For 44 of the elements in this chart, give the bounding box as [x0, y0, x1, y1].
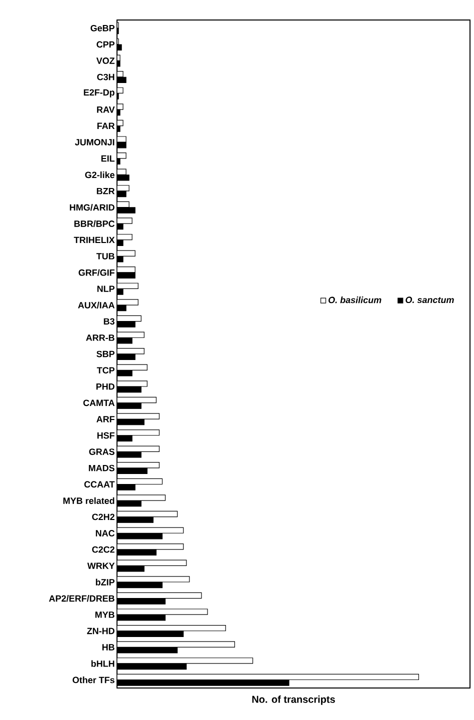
y-tick-label: AP2/ERF/DREB [49, 595, 114, 602]
y-tick-label: BBR/BPC [74, 220, 115, 228]
y-tick-label: C3H [97, 74, 114, 80]
y-tick-label: MYB related [63, 497, 114, 504]
legend-label: O. sanctum [406, 296, 454, 304]
y-tick-label: TCP [96, 367, 114, 374]
y-tick-label: ARR-B [86, 334, 114, 341]
y-tick-label: HSF [97, 432, 114, 439]
y-tick-label: SBP [96, 350, 114, 358]
y-tick-label: NLP [97, 286, 114, 292]
y-tick-label: MADS [88, 464, 114, 472]
y-tick-label: FAR [97, 122, 115, 130]
y-tick-label: bZIP [96, 578, 114, 586]
y-tick-label: Other TFs [72, 676, 114, 684]
y-tick-label: NAC [96, 530, 115, 536]
y-tick-label: B3 [104, 318, 114, 325]
y-tick-label: RAV [97, 106, 115, 113]
y-tick-label: TRIHELIX [74, 236, 115, 244]
y-tick-label: GRAS [89, 448, 114, 455]
y-tick-label: EIL [101, 155, 115, 162]
y-tick-label: BZR [96, 188, 115, 194]
y-tick-label: PHD [96, 383, 114, 390]
y-tick-label: TUB [96, 253, 114, 260]
x-axis-title: No. of transcripts [252, 696, 335, 705]
y-tick-label: AUX/IAA [78, 302, 115, 308]
y-tick-label: C2C2 [92, 546, 114, 553]
y-tick-label: WRKY [87, 562, 115, 569]
y-tick-label: GeBP [90, 24, 114, 32]
y-tick-label: G2-like [85, 171, 114, 178]
y-tick-label: CCAAT [84, 481, 115, 488]
y-tick-label: bHLH [91, 660, 114, 667]
y-tick-label: CAMTA [83, 400, 115, 406]
y-tick-label: C2H2 [92, 514, 114, 520]
y-tick-label: ZN-HD [87, 628, 114, 634]
y-tick-label: ARF [96, 416, 114, 422]
y-tick-label: GRF/GIF [78, 269, 114, 276]
legend-label: O. basilicum [328, 296, 382, 304]
y-tick-label: HMG/ARID [70, 204, 114, 211]
y-tick-label: MYB [95, 612, 114, 618]
y-tick-label: JUMONJI [74, 139, 114, 146]
y-tick-label: CPP [96, 41, 114, 48]
y-tick-label: E2F-Dp [84, 89, 114, 98]
y-tick-label: HB [102, 644, 114, 650]
y-tick-label: VOZ [96, 58, 115, 64]
